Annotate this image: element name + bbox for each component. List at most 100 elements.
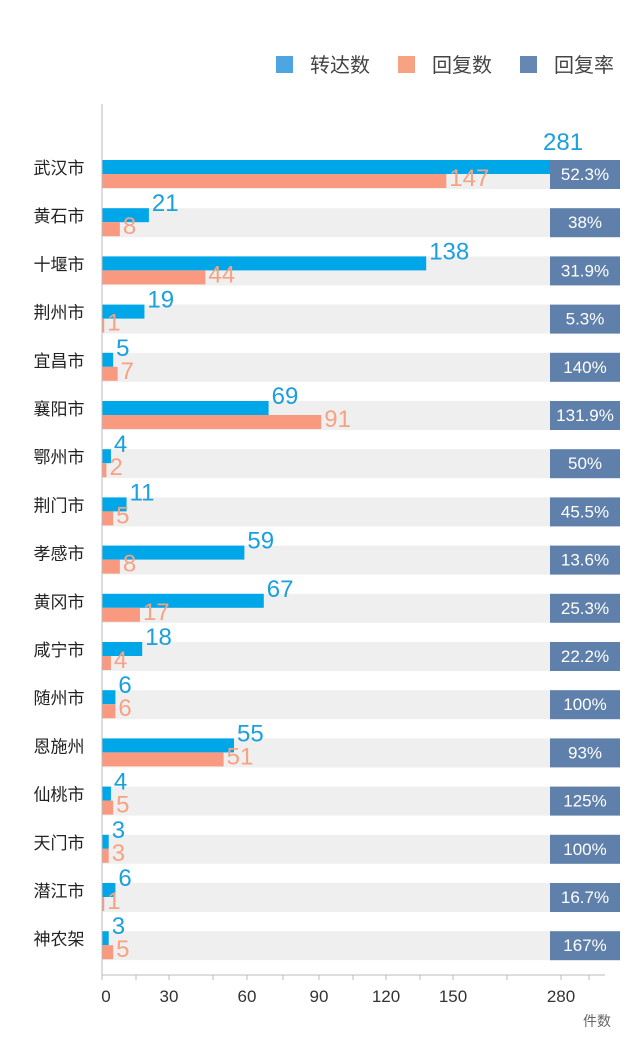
- bar-label-forwarded: 6: [118, 865, 131, 892]
- row-band: [102, 497, 620, 527]
- rate-badge: [550, 883, 620, 912]
- rate-label: 52.3%: [561, 165, 609, 184]
- rate-badge: [550, 449, 620, 479]
- bar-forwarded: [102, 545, 245, 560]
- bars: [102, 160, 561, 960]
- rate-label: 13.6%: [561, 551, 609, 570]
- rate-badge: [550, 256, 620, 286]
- row-band: [102, 449, 620, 479]
- rate-label: 140%: [563, 358, 606, 377]
- bar-label-forwarded: 55: [237, 720, 264, 747]
- rate-badges: 52.3% 38% 31.9% 5.3% 140% 131.9% 50% 45.5% 13.6%…: [550, 160, 620, 961]
- x-tick-label: 280: [547, 987, 575, 1006]
- bar-forwarded: [102, 401, 269, 415]
- rate-label: 100%: [563, 695, 606, 714]
- bar-label-replied: 4: [114, 647, 127, 674]
- rate-label: 25.3%: [561, 599, 609, 618]
- bar-forwarded: [102, 256, 427, 271]
- rate-label: 125%: [563, 792, 606, 811]
- bar-label-forwarded: 11: [130, 479, 155, 506]
- legend-label: 回复率: [554, 54, 614, 77]
- rate-label: 50%: [568, 454, 602, 473]
- bar-forwarded: [102, 931, 109, 946]
- rate-badge: [550, 208, 620, 238]
- rate-badge: [550, 786, 620, 816]
- category-label: 咸宁市: [34, 641, 85, 660]
- legend-swatch: [520, 56, 537, 73]
- row-band: [102, 786, 620, 816]
- bar-label-replied: 147: [449, 165, 489, 192]
- bar-forwarded: [102, 352, 114, 367]
- bar-replied: [102, 752, 224, 767]
- x-unit-label: 件数: [583, 1013, 611, 1029]
- row-band: [102, 642, 620, 671]
- rate-label: 93%: [568, 743, 602, 762]
- rate-badge: [550, 545, 620, 575]
- bar-replied: [102, 463, 107, 478]
- bar-replied: [102, 656, 111, 670]
- row-band: [102, 304, 620, 334]
- bar-forwarded: [102, 208, 149, 223]
- category-label: 仙桃市: [34, 786, 85, 805]
- bar-replied: [102, 559, 120, 574]
- bar-label-replied: 2: [109, 454, 122, 481]
- row-bands: [102, 160, 620, 961]
- bar-forwarded: [102, 642, 143, 656]
- bar-label-forwarded: 21: [152, 190, 179, 217]
- bar-replied: [102, 945, 114, 960]
- bar-label-forwarded: 59: [247, 528, 274, 555]
- rate-label: 45.5%: [561, 502, 609, 521]
- bar-label-forwarded: 4: [114, 769, 127, 796]
- bar-label-replied: 44: [208, 261, 235, 288]
- category-label: 十堰市: [34, 255, 85, 274]
- x-tick-label: 60: [238, 987, 257, 1006]
- x-tick-label: 120: [372, 987, 400, 1006]
- rate-badge: [550, 834, 620, 864]
- bar-label-forwarded: 3: [112, 913, 125, 940]
- x-tick-label: 90: [310, 987, 329, 1006]
- bar-replied: [102, 897, 105, 911]
- rate-badge: [550, 497, 620, 527]
- bar-label-replied: 17: [143, 599, 170, 626]
- category-label: 黄冈市: [34, 593, 85, 612]
- bar-forwarded: [102, 690, 116, 705]
- category-label: 随州市: [34, 689, 85, 708]
- category-label: 天门市: [34, 834, 85, 853]
- row-band: [102, 883, 620, 912]
- bar-replied: [102, 848, 109, 863]
- rate-label: 38%: [568, 213, 602, 232]
- row-band: [102, 690, 620, 720]
- rate-badge: [550, 738, 620, 768]
- bar-label-forwarded: 5: [116, 335, 129, 362]
- rate-badge: [550, 401, 620, 430]
- bar-label-replied: 51: [227, 743, 254, 770]
- bar-label-replied: 1: [107, 888, 120, 915]
- legend: 转达数 回复数 回复率: [276, 54, 614, 77]
- row-band: [102, 834, 620, 864]
- category-label: 恩施州: [34, 737, 85, 756]
- bar-replied: [102, 704, 116, 719]
- bar-label-forwarded: 4: [114, 431, 127, 458]
- row-band: [102, 931, 620, 961]
- bar-forwarded: [102, 449, 111, 464]
- bar-replied: [102, 270, 206, 285]
- bar-label-forwarded: 18: [145, 624, 172, 651]
- bar-label-replied: 6: [118, 695, 131, 722]
- bar-replied: [102, 366, 118, 381]
- bar-replied: [102, 174, 447, 188]
- x-tick-label: 150: [439, 987, 467, 1006]
- bar-replied: [102, 511, 114, 526]
- category-label: 孝感市: [34, 545, 85, 564]
- legend-label: 转达数: [310, 54, 370, 77]
- x-tick-label: 30: [160, 987, 179, 1006]
- category-label: 荆门市: [34, 496, 85, 515]
- bar-label-replied: 5: [116, 502, 129, 529]
- rate-label: 5.3%: [566, 310, 605, 329]
- bar-replied: [102, 415, 322, 429]
- bar-label-forwarded: 69: [272, 383, 299, 410]
- bar-forwarded: [102, 738, 234, 753]
- rate-label: 100%: [563, 840, 606, 859]
- category-label: 襄阳市: [34, 399, 85, 419]
- category-label: 神农架: [34, 930, 85, 949]
